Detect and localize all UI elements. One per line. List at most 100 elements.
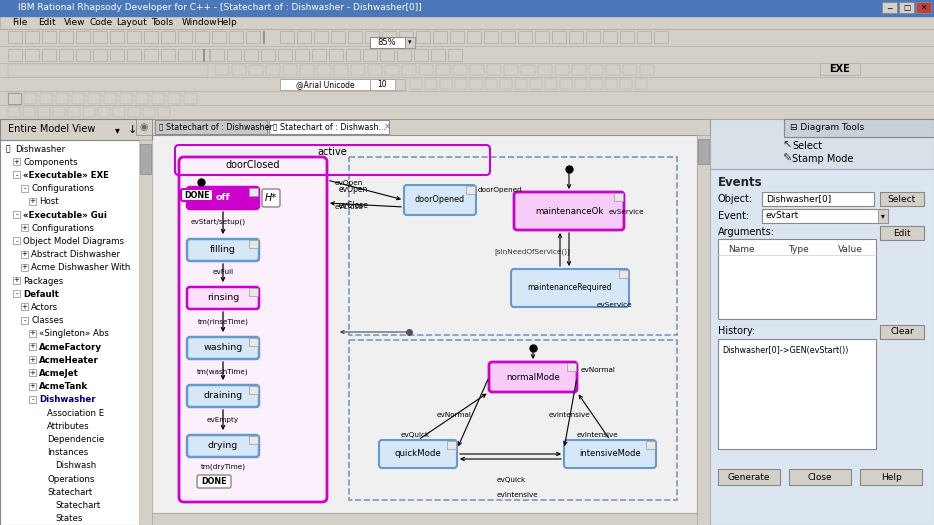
Bar (295, 49, 309, 61)
Text: rinsing: rinsing (206, 293, 239, 302)
Bar (385, 65, 399, 75)
Text: Code: Code (90, 18, 113, 27)
Bar (29, 396, 36, 403)
Text: □: □ (903, 3, 910, 12)
Bar (21, 264, 28, 271)
Text: 📊: 📊 (159, 124, 163, 130)
Bar (710, 169, 934, 525)
Text: evNormal: evNormal (581, 367, 616, 373)
Text: evService: evService (609, 209, 644, 215)
Text: +: + (21, 251, 27, 257)
Bar (0, 0, 934, 16)
Bar (21, 185, 28, 192)
Bar (331, 31, 345, 43)
FancyBboxPatch shape (187, 337, 259, 359)
Text: ✕: ✕ (920, 3, 927, 12)
Bar (635, 79, 647, 89)
Bar (351, 65, 365, 75)
Text: IBM Rational Rhapsody Developer for C++ - [Statechart of : Dishwasher - Dishwash: IBM Rational Rhapsody Developer for C++ … (18, 4, 422, 13)
Text: «Executable» Gui: «Executable» Gui (23, 211, 106, 219)
Text: drying: drying (208, 442, 238, 450)
Bar (21, 224, 28, 231)
Text: evQuick: evQuick (497, 477, 526, 483)
Bar (93, 31, 107, 43)
Text: ×: × (384, 122, 390, 131)
Text: Configurations: Configurations (31, 224, 94, 233)
Text: Arguments:: Arguments: (718, 227, 775, 237)
Bar (42, 49, 56, 61)
Bar (8, 93, 21, 104)
Text: tm(washTime): tm(washTime) (197, 369, 248, 375)
Bar (784, 119, 934, 137)
Bar (453, 65, 467, 75)
Bar (448, 49, 462, 61)
Text: Help: Help (217, 18, 237, 27)
Text: -: - (23, 317, 26, 323)
Bar (29, 370, 36, 376)
Bar (572, 65, 586, 75)
Bar (76, 49, 90, 61)
Bar (24, 93, 37, 104)
Text: ▾: ▾ (115, 125, 120, 135)
FancyBboxPatch shape (187, 385, 259, 407)
Text: Object:: Object: (718, 194, 753, 204)
Bar (882, 2, 897, 13)
Bar (212, 31, 226, 43)
Bar (880, 192, 924, 206)
Text: Dependencie: Dependencie (47, 435, 105, 444)
Bar (637, 31, 651, 43)
Bar (29, 383, 36, 390)
Bar (53, 107, 65, 117)
Text: evService: evService (597, 302, 632, 308)
Text: -: - (15, 172, 18, 178)
Bar (136, 93, 149, 104)
Text: «Executable» EXE: «Executable» EXE (23, 171, 109, 180)
Bar (98, 107, 110, 117)
Bar (249, 188, 258, 196)
Text: -: - (15, 291, 18, 297)
Bar (466, 186, 475, 194)
Bar (0, 77, 934, 91)
Text: Statechart of : Dishwasher: Statechart of : Dishwasher (166, 122, 273, 131)
Bar (152, 93, 165, 104)
Text: Abstract Dishwasher: Abstract Dishwasher (31, 250, 120, 259)
Bar (521, 65, 535, 75)
Bar (158, 107, 170, 117)
Text: Layout: Layout (116, 18, 147, 27)
Bar (399, 31, 413, 43)
Bar (762, 209, 888, 223)
Bar (168, 93, 181, 104)
Text: maintenanceOk: maintenanceOk (535, 206, 603, 215)
Bar (789, 469, 851, 485)
Bar (620, 79, 632, 89)
Bar (249, 338, 258, 346)
Bar (614, 193, 623, 201)
Text: +: + (21, 225, 27, 230)
Text: doorOpened: doorOpened (415, 195, 465, 205)
Bar (210, 49, 224, 61)
Bar (127, 49, 141, 61)
Text: +: + (30, 330, 35, 337)
Bar (620, 31, 634, 43)
Text: Close: Close (808, 472, 832, 481)
Text: Statechart: Statechart (55, 501, 100, 510)
Bar (470, 79, 482, 89)
Bar (23, 107, 35, 117)
Bar (697, 135, 710, 525)
Bar (370, 79, 395, 90)
Bar (405, 37, 415, 48)
Text: Clear: Clear (890, 328, 913, 337)
Text: doorClosed: doorClosed (226, 160, 280, 170)
Text: H*: H* (265, 193, 277, 203)
Bar (710, 119, 934, 169)
Text: evClose: evClose (339, 201, 369, 209)
Text: AcmeJet: AcmeJet (39, 369, 78, 378)
Bar (395, 79, 405, 90)
Bar (397, 49, 411, 61)
Text: ↑: ↑ (137, 125, 147, 135)
Bar (555, 65, 569, 75)
Bar (470, 65, 484, 75)
Bar (317, 65, 331, 75)
FancyBboxPatch shape (564, 440, 656, 468)
Text: Select: Select (888, 194, 916, 204)
